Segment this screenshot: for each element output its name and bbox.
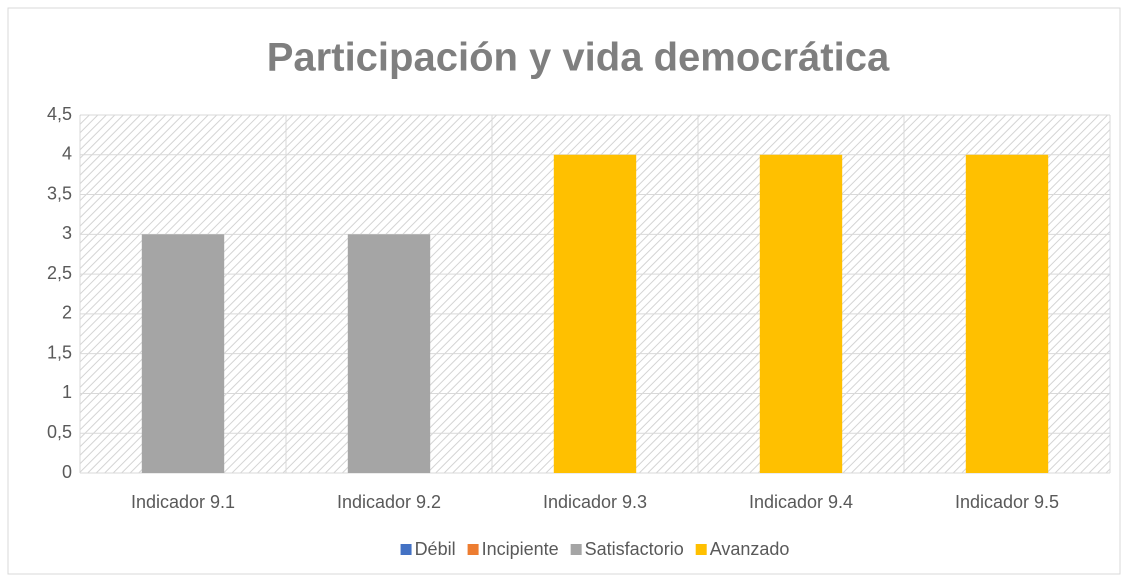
bar: [759, 154, 843, 473]
legend-label: Avanzado: [710, 539, 790, 559]
legend-label: Débil: [415, 539, 456, 559]
chart-title: Participación y vida democrática: [267, 36, 890, 80]
bar: [347, 234, 431, 473]
y-tick-label: 0: [62, 462, 72, 482]
bar: [141, 234, 225, 473]
legend-swatch: [695, 544, 707, 555]
x-tick-label: Indicador 9.2: [337, 492, 441, 512]
legend-swatch: [570, 544, 582, 555]
legend-label: Satisfactorio: [585, 539, 684, 559]
bar: [965, 154, 1049, 473]
x-tick-label: Indicador 9.4: [749, 492, 853, 512]
y-tick-label: 1,5: [47, 342, 72, 362]
y-tick-label: 2,5: [47, 263, 72, 283]
y-tick-label: 4,5: [47, 104, 72, 124]
y-tick-label: 3: [62, 223, 72, 243]
bar: [553, 154, 637, 473]
legend-swatch: [467, 544, 479, 555]
y-tick-label: 1: [62, 382, 72, 402]
legend-swatch: [400, 544, 412, 555]
x-tick-label: Indicador 9.1: [131, 492, 235, 512]
x-tick-label: Indicador 9.3: [543, 492, 647, 512]
legend-label: Incipiente: [482, 539, 559, 559]
y-tick-label: 0,5: [47, 422, 72, 442]
x-tick-label: Indicador 9.5: [955, 492, 1059, 512]
y-tick-label: 2: [62, 303, 72, 323]
y-tick-label: 3,5: [47, 183, 72, 203]
y-tick-label: 4: [62, 144, 72, 164]
